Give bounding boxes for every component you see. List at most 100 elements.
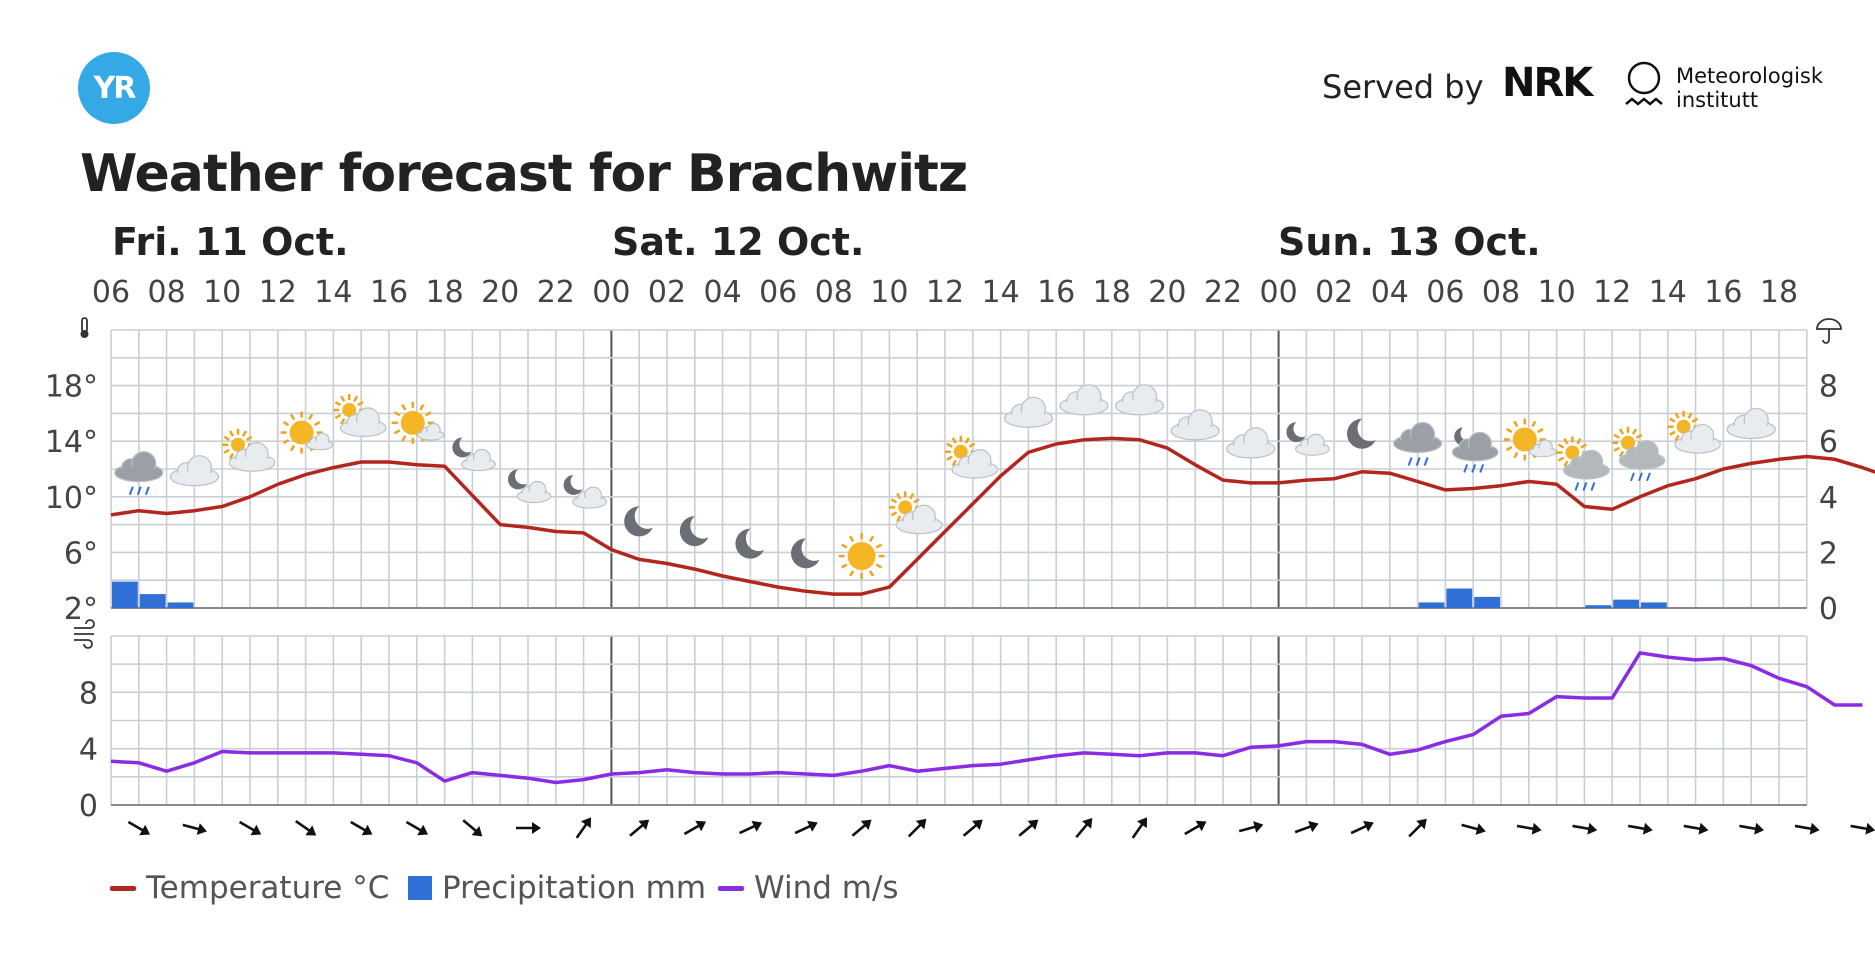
thermometer-icon xyxy=(80,317,89,338)
legend-temperature-label: Temperature °C xyxy=(146,870,390,906)
cloud-sun-rain-icon xyxy=(1612,426,1666,482)
x-tick-label: 02 xyxy=(648,275,686,310)
partly-cloudy-day-icon xyxy=(1667,410,1721,454)
wind-line xyxy=(110,651,1863,785)
day-label-fri: Fri. 11 Oct. xyxy=(112,220,349,264)
temperature-swatch xyxy=(110,885,136,891)
partly-cloudy-day-icon xyxy=(944,435,999,479)
temperature-tick-label: 18° xyxy=(45,370,98,405)
yr-logo[interactable]: YR xyxy=(78,52,150,124)
x-tick-label: 06 xyxy=(759,275,797,310)
wind-swatch xyxy=(718,885,744,891)
wind-arrow xyxy=(182,823,207,835)
x-tick-label: 20 xyxy=(1148,275,1186,310)
precipitation-tick-label: 8 xyxy=(1819,370,1838,405)
wind-arrow xyxy=(794,820,818,835)
cloud-icon xyxy=(1003,396,1054,428)
x-tick-label: 18 xyxy=(426,275,464,310)
x-tick-label: 14 xyxy=(982,275,1020,310)
x-tick-label: 08 xyxy=(1482,275,1520,310)
served-by-label: Served by xyxy=(1322,68,1484,106)
wind-arrow xyxy=(1184,820,1207,836)
x-tick-label: 18 xyxy=(1093,275,1131,310)
x-tick-label: 10 xyxy=(870,275,908,310)
cloud-sun-rain-icon xyxy=(1556,436,1610,491)
x-tick-label: 16 xyxy=(1704,275,1742,310)
temperature-tick-label: 10° xyxy=(45,481,98,516)
moon-icon xyxy=(791,538,821,569)
wind-tick-label: 0 xyxy=(79,789,98,824)
x-tick-label: 10 xyxy=(1538,275,1576,310)
wind-arrow xyxy=(1238,821,1264,833)
wind-arrow xyxy=(1794,822,1820,835)
axis-labels: 06 08 10 12 14 16 18 20 22 00 02 04 06 08 10 12 14 16 18 20… xyxy=(45,275,1842,824)
partly-cloudy-night-icon xyxy=(1286,422,1330,456)
precipitation-bar xyxy=(1613,599,1639,608)
wind-tick-label: 4 xyxy=(79,733,98,768)
wind-arrow xyxy=(127,820,151,836)
cloud-icon xyxy=(1170,409,1220,441)
x-tick-label: 06 xyxy=(92,275,130,310)
grid xyxy=(110,329,1808,806)
met-line-1: Meteorologisk xyxy=(1676,64,1824,88)
wind-arrow xyxy=(1461,823,1486,835)
partly-cloudy-night-icon xyxy=(452,437,496,472)
series-lines xyxy=(110,436,1875,785)
day-label-sat: Sat. 12 Oct. xyxy=(612,220,865,264)
met-line-2: institutt xyxy=(1676,88,1759,112)
precipitation-swatch xyxy=(408,876,432,900)
wind-arrow xyxy=(1018,819,1039,837)
x-tick-label: 22 xyxy=(537,275,575,310)
wind-arrow xyxy=(1516,822,1542,835)
wind-arrow xyxy=(238,820,262,836)
precipitation-bar xyxy=(1585,605,1612,608)
cloud-rain-icon xyxy=(114,451,164,496)
wind-arrow xyxy=(1739,822,1765,835)
wind-arrow xyxy=(683,820,707,836)
wind-icon xyxy=(74,619,95,649)
wind-arrow xyxy=(1627,822,1653,835)
precipitation-tick-label: 2 xyxy=(1819,536,1838,571)
x-tick-label: 08 xyxy=(815,275,853,310)
precipitation-tick-label: 0 xyxy=(1819,592,1838,627)
moon-icon xyxy=(624,506,655,537)
precipitation-bar xyxy=(112,581,138,608)
x-tick-label: 14 xyxy=(314,275,352,310)
x-tick-label: 04 xyxy=(704,275,742,310)
x-tick-label: 12 xyxy=(926,275,964,310)
partly-cloudy-night-icon xyxy=(563,474,607,509)
x-tick-label: 06 xyxy=(1426,275,1464,310)
precipitation-bar xyxy=(1641,602,1667,608)
partly-cloudy-night-icon xyxy=(508,469,552,504)
x-tick-label: 18 xyxy=(1760,275,1798,310)
legend-temperature: Temperature °C xyxy=(110,870,389,906)
moon-icon xyxy=(679,516,710,547)
x-tick-label: 12 xyxy=(1593,275,1631,310)
mostly-sunny-icon xyxy=(280,411,334,454)
x-tick-label: 08 xyxy=(148,275,186,310)
wind-arrow xyxy=(1408,818,1427,838)
night-rain-icon xyxy=(1451,427,1499,473)
mostly-sunny-icon xyxy=(1503,418,1557,461)
wind-arrow xyxy=(851,819,872,837)
met-institute-logo[interactable]: Meteorologisk institutt xyxy=(1676,64,1823,112)
x-tick-label: 22 xyxy=(1204,275,1242,310)
wind-arrow xyxy=(462,819,483,837)
wind-arrow xyxy=(1683,822,1709,835)
partly-cloudy-day-icon xyxy=(222,428,276,472)
x-tick-label: 14 xyxy=(1649,275,1687,310)
moon-icon xyxy=(1347,418,1377,449)
umbrella-icon xyxy=(1816,318,1842,344)
cloud-icon xyxy=(169,455,219,487)
wind-arrow xyxy=(1131,817,1148,839)
wind-arrow xyxy=(1572,822,1598,835)
moon-icon xyxy=(735,528,766,559)
precipitation-bar xyxy=(1418,602,1445,608)
wind-arrow xyxy=(1075,818,1093,839)
legend-precipitation-label: Precipitation mm xyxy=(442,870,707,906)
wind-arrow xyxy=(405,820,429,836)
precipitation-tick-label: 6 xyxy=(1819,425,1838,460)
nrk-logo[interactable]: NRK xyxy=(1502,60,1593,106)
